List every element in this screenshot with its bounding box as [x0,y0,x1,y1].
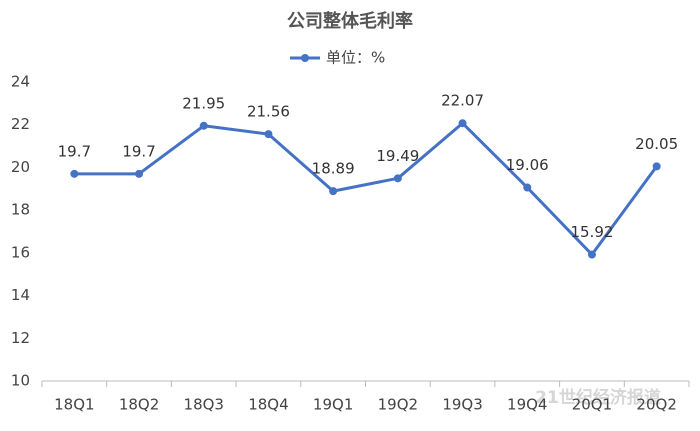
legend-label: 单位：% [326,49,385,67]
y-tick-label: 22 [11,115,30,133]
legend-marker [301,54,309,62]
y-tick-label: 18 [11,201,30,219]
y-tick-label: 14 [11,286,30,304]
watermark: 21世纪经济报道 [535,387,661,408]
marker [70,169,79,178]
marker [264,130,273,139]
data-label: 21.56 [247,103,290,121]
marker [199,121,208,130]
x-tick-label: 18Q1 [54,396,94,414]
marker [135,169,144,178]
marker [458,119,467,128]
y-tick-label: 16 [11,243,30,261]
y-tick-label: 20 [11,158,30,176]
data-label: 19.7 [122,142,155,160]
data-label: 19.7 [58,142,91,160]
marker [329,187,338,196]
marker [523,183,532,192]
data-label: 20.05 [635,135,678,153]
x-tick-label: 19Q2 [378,396,418,414]
y-tick-label: 10 [11,372,30,390]
x-tick-label: 18Q2 [119,396,159,414]
marker [652,162,661,171]
x-tick-label: 18Q4 [248,396,288,414]
y-tick-label: 24 [11,73,30,91]
data-label: 22.07 [441,92,484,110]
data-label: 19.49 [376,147,419,165]
y-tick-label: 12 [11,329,30,347]
x-tick-label: 20Q2 [636,396,676,414]
marker [587,250,596,259]
data-label: 18.89 [312,160,355,178]
data-label: 21.95 [182,94,225,112]
x-tick-label: 19Q1 [313,396,353,414]
x-tick-label: 19Q4 [507,396,547,414]
x-tick-label: 20Q1 [572,396,612,414]
line [74,121,658,257]
chart-title: 公司整体毛利率 [287,10,413,32]
x-tick-label: 18Q3 [184,396,224,414]
data-label: 19.06 [506,156,549,174]
x-tick-label: 19Q3 [442,396,482,414]
data-label: 15.92 [570,223,613,241]
marker [393,174,402,183]
